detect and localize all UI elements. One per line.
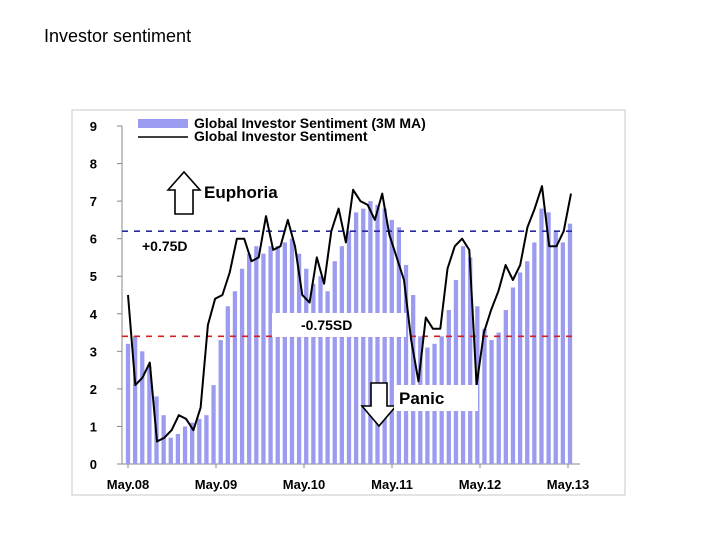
- bar: [204, 415, 209, 464]
- panic-label: Panic: [399, 389, 444, 408]
- x-tick-label: May.13: [547, 477, 589, 492]
- lower-threshold-label: -0.75SD: [301, 317, 352, 333]
- bar: [239, 268, 245, 464]
- up-arrow-icon: [166, 170, 202, 215]
- bar: [296, 253, 302, 464]
- bar: [161, 415, 166, 464]
- legend-line-label: Global Investor Sentiment: [194, 128, 368, 144]
- bar: [289, 238, 295, 464]
- bar: [132, 336, 138, 464]
- bar: [489, 340, 494, 464]
- x-tick-label: May.11: [371, 477, 413, 492]
- bar: [218, 340, 223, 464]
- bar: [182, 426, 188, 464]
- bar: [546, 212, 551, 464]
- bar: [318, 276, 323, 464]
- bar: [560, 242, 566, 464]
- bar: [275, 246, 280, 464]
- bar: [411, 295, 416, 464]
- bar: [346, 231, 352, 464]
- legend-bar-label: Global Investor Sentiment (3M MA): [194, 115, 426, 131]
- bar: [517, 272, 523, 464]
- bar: [147, 366, 152, 464]
- bar: [396, 227, 402, 464]
- slide-title: Investor sentiment: [44, 26, 192, 46]
- bar: [125, 343, 131, 464]
- bar: [510, 287, 516, 464]
- y-tick-label: 3: [90, 344, 97, 359]
- bar: [332, 261, 337, 464]
- bar: [268, 246, 273, 464]
- bar: [190, 422, 195, 464]
- y-tick-label: 0: [90, 457, 97, 472]
- y-tick-label: 4: [90, 307, 98, 322]
- bar: [482, 328, 487, 464]
- y-tick-label: 9: [90, 119, 97, 134]
- bar: [247, 253, 252, 464]
- y-tick-label: 2: [90, 382, 97, 397]
- x-tick-label: May.12: [459, 477, 501, 492]
- bar: [353, 212, 359, 464]
- y-tick-label: 8: [90, 157, 97, 172]
- bar: [197, 418, 202, 464]
- y-axis: 0 1 2 3 4 5 6 7 8 9: [90, 119, 123, 472]
- bar: [175, 433, 181, 464]
- y-tick-label: 7: [90, 194, 97, 209]
- down-arrow-icon: [360, 382, 398, 428]
- bar: [503, 310, 508, 464]
- bar: [254, 246, 259, 464]
- lower-label-box: [272, 313, 406, 337]
- x-tick-label: May.10: [283, 477, 325, 492]
- bar: [261, 253, 266, 464]
- bar: [140, 351, 145, 464]
- bar: [311, 283, 316, 464]
- line-series: [127, 185, 572, 443]
- bar: [232, 291, 238, 464]
- x-axis: May.08 May.09 May.10 May.11 May.12 May.13: [107, 463, 589, 492]
- legend: Global Investor Sentiment (3M MA)Global …: [138, 115, 426, 144]
- y-tick-label: 6: [90, 232, 97, 247]
- bar: [225, 306, 230, 464]
- bar: [403, 264, 409, 464]
- sentiment-line: [127, 185, 572, 443]
- bar: [325, 291, 330, 464]
- x-tick-label: May.08: [107, 477, 149, 492]
- bar: [539, 208, 544, 464]
- bar: [496, 332, 501, 464]
- upper-threshold-label: +0.75D: [142, 238, 188, 254]
- bar: [453, 279, 459, 464]
- bar: [304, 268, 309, 464]
- legend-bar-swatch: [138, 119, 188, 128]
- panic-label-box: [394, 385, 478, 411]
- bar: [532, 242, 537, 464]
- bar: [389, 219, 394, 464]
- bar: [339, 246, 345, 464]
- bar: [168, 437, 173, 464]
- y-tick-label: 1: [90, 419, 97, 434]
- bar: [553, 231, 558, 464]
- euphoria-label: Euphoria: [204, 183, 278, 202]
- y-tick-label: 5: [90, 269, 97, 284]
- bar: [567, 223, 573, 464]
- bar: [282, 242, 287, 464]
- threshold-lines: [122, 230, 572, 338]
- x-tick-label: May.09: [195, 477, 237, 492]
- bar: [211, 385, 216, 464]
- bar: [525, 261, 530, 464]
- bar: [468, 257, 473, 464]
- annotations: +0.75D -0.75SD Euphoria Panic: [142, 170, 478, 428]
- bar: [460, 246, 466, 464]
